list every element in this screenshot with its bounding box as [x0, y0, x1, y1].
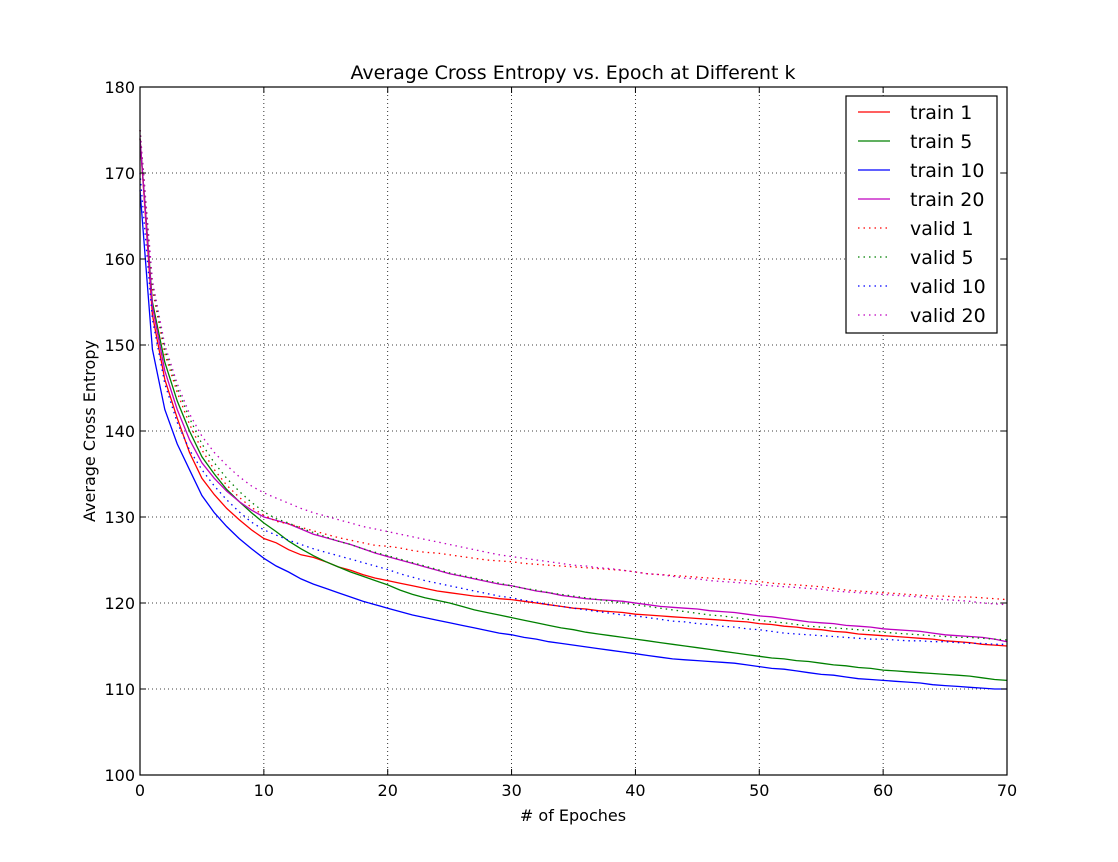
x-tick-label: 20	[378, 781, 398, 800]
series-line-train-5	[139, 138, 1008, 682]
legend-label: train 20	[910, 189, 984, 211]
x-tick-label: 40	[625, 781, 645, 800]
legend-label: train 1	[910, 102, 972, 124]
x-tick-label: 50	[749, 781, 769, 800]
legend: train 1 train 5 train 10 train 20 valid 1 val…	[845, 95, 998, 334]
x-tick-label: 60	[873, 781, 893, 800]
y-tick-label: 160	[104, 250, 135, 269]
grid	[140, 87, 1007, 775]
y-tick-label: 150	[104, 336, 135, 355]
y-tick-label: 180	[104, 78, 135, 97]
series-line-valid-5	[139, 129, 1008, 641]
series-line-train-20	[139, 138, 1008, 643]
y-tick-label: 140	[104, 422, 135, 441]
x-tick-label: 0	[135, 781, 145, 800]
y-tick-label: 130	[104, 508, 135, 527]
x-axis-label: # of Epoches	[520, 806, 626, 825]
y-axis-label: Average Cross Entropy	[80, 340, 99, 522]
axis-ticks: 0 10 20 30 40 50 60 70 100 110 120 130 140 150 160 170 1…	[104, 78, 1017, 800]
legend-box	[845, 95, 998, 334]
series-lines	[139, 129, 1008, 690]
x-tick-label: 10	[254, 781, 274, 800]
y-tick-label: 110	[104, 680, 135, 699]
legend-label: valid 10	[910, 276, 986, 298]
y-tick-label: 100	[104, 766, 135, 785]
x-tick-label: 30	[501, 781, 521, 800]
y-tick-label: 170	[104, 164, 135, 183]
chart-title: Average Cross Entropy vs. Epoch at Diffe…	[351, 62, 796, 84]
y-tick-label: 120	[104, 594, 135, 613]
legend-label: valid 5	[910, 247, 974, 269]
legend-label: train 5	[910, 131, 972, 153]
legend-label: valid 1	[910, 218, 974, 240]
series-line-train-10	[139, 190, 1007, 690]
legend-label: train 10	[910, 160, 984, 182]
series-line-train-1	[139, 138, 1008, 647]
legend-label: valid 20	[910, 305, 986, 327]
x-tick-label: 70	[997, 781, 1017, 800]
